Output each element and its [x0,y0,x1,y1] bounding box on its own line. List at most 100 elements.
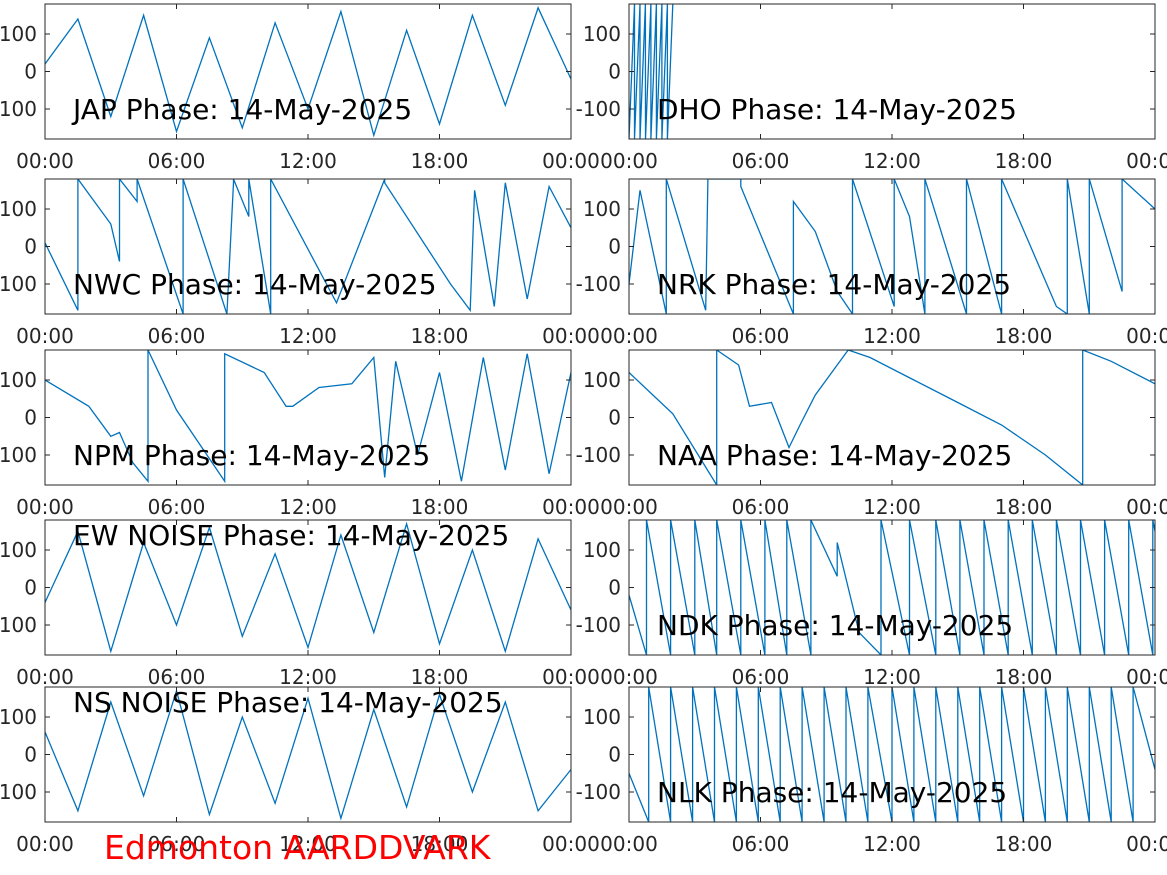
y-tick-label: 0 [24,406,37,430]
plot-area [629,4,1155,139]
plot-area [45,4,571,139]
y-tick-label: 100 [0,368,37,392]
x-tick-label: 00:00 [600,832,658,856]
x-tick-label: 18:00 [995,832,1053,856]
x-tick-label: 18:00 [995,495,1053,519]
x-tick-label: 18:00 [411,324,469,348]
phase-series [45,6,571,138]
y-tick-label: -100 [0,272,37,296]
y-tick-label: -100 [0,780,37,804]
phase-panel: 00:00 06:00 12:00 18:00 00:00 100 0 -100 EW NOIS… [0,519,600,689]
x-tick-label: 00:00 [1126,495,1167,519]
x-tick-label: 00:00 [542,149,600,173]
x-tick-label: 00:00 [542,324,600,348]
phase-series [45,521,571,654]
x-tick-label: 12:00 [863,495,921,519]
y-tick-label: 100 [583,538,621,562]
x-tick-label: 18:00 [411,832,469,856]
plot-area [45,179,571,314]
y-tick-label: -100 [0,613,37,637]
phase-panel: 00:00 06:00 12:00 18:00 00:00 100 0 -100 NLK Pha… [576,686,1167,856]
y-tick-label: 100 [583,22,621,46]
y-tick-label: 0 [24,60,37,84]
x-tick-label: 06:00 [732,149,790,173]
y-tick-label: 0 [608,576,621,600]
x-tick-label: 00:00 [600,495,658,519]
y-tick-label: -100 [576,780,621,804]
phase-series [629,520,1155,655]
y-tick-label: -100 [576,97,621,121]
phase-series [629,350,1155,485]
y-tick-label: 0 [608,406,621,430]
x-tick-label: 12:00 [863,832,921,856]
phase-panel: 00:00 06:00 12:00 18:00 00:00 100 0 -100 DHO Pha… [576,3,1167,173]
y-tick-label: -100 [0,443,37,467]
x-tick-label: 00:00 [16,149,74,173]
phase-series [45,179,571,314]
y-tick-label: 0 [24,235,37,259]
phase-panel: 00:00 06:00 12:00 18:00 00:00 100 0 -100 NAA Pha… [576,349,1167,519]
phase-series [629,687,1155,822]
x-tick-label: 00:00 [600,665,658,689]
x-tick-label: 06:00 [148,324,206,348]
phase-series [629,4,674,139]
x-tick-label: 06:00 [148,149,206,173]
x-tick-label: 12:00 [863,324,921,348]
y-tick-label: -100 [576,613,621,637]
x-tick-label: 18:00 [411,149,469,173]
x-tick-label: 00:00 [1126,149,1167,173]
panel-title: NAA Phase: 14-May-2025 [657,439,1012,472]
phase-panel: 00:00 06:00 12:00 18:00 00:00 100 0 -100 NWC Pha… [0,178,600,348]
x-tick-label: 00:00 [16,832,74,856]
y-tick-label: 100 [0,705,37,729]
x-tick-label: 12:00 [863,665,921,689]
x-tick-label: 06:00 [148,665,206,689]
x-tick-label: 00:00 [16,495,74,519]
x-tick-label: 18:00 [995,665,1053,689]
y-tick-label: 0 [24,576,37,600]
y-tick-label: -100 [576,272,621,296]
x-tick-label: 06:00 [732,832,790,856]
phase-panel: 00:00 06:00 12:00 18:00 00:00 100 0 -100 NS NOIS… [0,686,600,856]
x-tick-label: 06:00 [732,324,790,348]
x-tick-label: 00:00 [1126,832,1167,856]
phase-series [45,350,571,484]
x-tick-label: 00:00 [542,495,600,519]
x-tick-label: 06:00 [732,665,790,689]
phase-series [45,688,571,821]
x-tick-label: 18:00 [411,495,469,519]
panel-title: NDK Phase: 14-May-2025 [657,609,1013,642]
y-tick-label: 100 [583,368,621,392]
x-tick-label: 00:00 [16,665,74,689]
x-tick-label: 00:00 [542,832,600,856]
x-tick-label: 12:00 [279,495,337,519]
x-tick-label: 12:00 [279,832,337,856]
y-tick-label: 100 [0,22,37,46]
y-tick-label: 0 [608,60,621,84]
x-tick-label: 12:00 [863,149,921,173]
plot-area [45,687,571,822]
x-tick-label: 12:00 [279,324,337,348]
x-tick-label: 18:00 [995,149,1053,173]
panel-title: NLK Phase: 14-May-2025 [657,776,1007,809]
y-tick-label: 0 [24,743,37,767]
x-tick-label: 06:00 [148,495,206,519]
x-tick-label: 18:00 [411,665,469,689]
y-tick-label: -100 [576,443,621,467]
x-tick-label: 00:00 [16,324,74,348]
phase-panel: 00:00 06:00 12:00 18:00 00:00 100 0 -100 JAP Pha… [0,3,600,173]
plot-area [45,520,571,655]
x-tick-label: 12:00 [279,665,337,689]
phase-panel: 00:00 06:00 12:00 18:00 00:00 100 0 -100 NRK Pha… [576,178,1167,348]
y-tick-label: 100 [0,538,37,562]
x-tick-label: 18:00 [995,324,1053,348]
x-tick-label: 06:00 [148,832,206,856]
x-tick-label: 00:00 [1126,665,1167,689]
panel-title: EW NOISE Phase: 14-May-2025 [73,519,509,552]
y-tick-label: 0 [608,235,621,259]
y-tick-label: 0 [608,743,621,767]
x-tick-label: 12:00 [279,149,337,173]
phase-panel: 00:00 06:00 12:00 18:00 00:00 100 0 -100 NPM Pha… [0,349,600,519]
x-tick-label: 06:00 [732,495,790,519]
